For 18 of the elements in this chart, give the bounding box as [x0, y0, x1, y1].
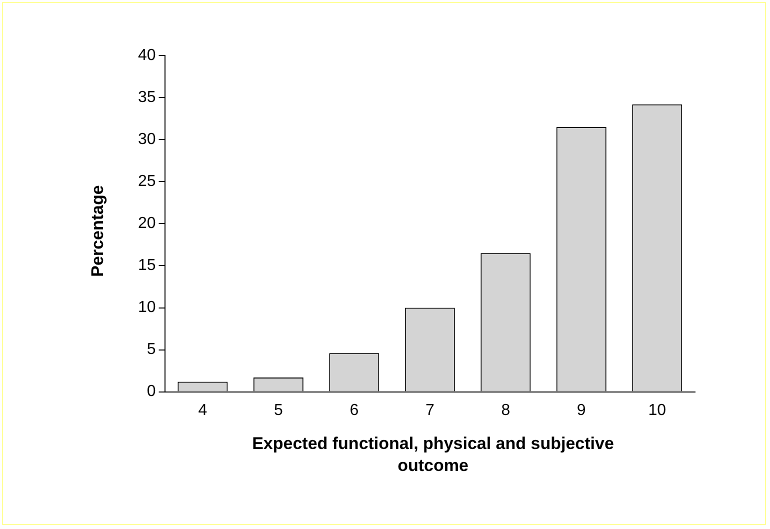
x-tick-label: 7 — [425, 402, 434, 419]
y-tick-label: 30 — [138, 131, 156, 148]
y-tick-label: 25 — [138, 173, 156, 190]
x-tick-label: 4 — [198, 402, 208, 419]
x-tick-label: 6 — [350, 402, 359, 419]
y-tick-label: 10 — [138, 299, 156, 316]
y-tick-label: 15 — [138, 257, 156, 274]
y-tick-label: 5 — [146, 341, 156, 358]
x-tick-label: 10 — [648, 402, 666, 419]
y-tick-label: 35 — [138, 89, 156, 106]
y-tick-label: 20 — [138, 215, 156, 232]
x-axis-title: Expected functional, physical and subjective outcome — [251, 433, 615, 477]
x-tick-label: 5 — [274, 402, 283, 419]
y-tick-label: 40 — [138, 47, 156, 64]
y-axis-title: Percentage — [88, 185, 108, 277]
y-tick-label: 0 — [146, 383, 156, 400]
x-tick-label: 9 — [576, 402, 586, 419]
x-tick-label: 8 — [501, 402, 510, 419]
